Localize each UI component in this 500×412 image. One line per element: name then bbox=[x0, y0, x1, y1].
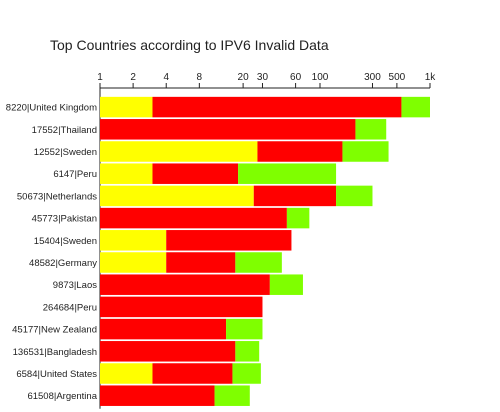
x-tick-label: 30 bbox=[257, 72, 269, 83]
bar-segment bbox=[100, 96, 153, 118]
bar-segment bbox=[166, 252, 236, 273]
bar-segment bbox=[214, 385, 250, 406]
category-labels: 8220|United Kingdom 17552|Thailand 12552|S… bbox=[6, 103, 98, 403]
bar-segment bbox=[100, 274, 270, 295]
bar-segment bbox=[100, 185, 254, 207]
bar-segment bbox=[100, 318, 227, 340]
bar-segment bbox=[152, 96, 402, 118]
category-label: 61508|Argentina bbox=[27, 391, 97, 402]
bar-segment bbox=[269, 274, 303, 295]
bar-segment bbox=[226, 318, 263, 340]
category-label: 12552|Sweden bbox=[34, 147, 97, 158]
bar-segment bbox=[100, 207, 287, 229]
bars bbox=[100, 96, 430, 406]
bar-segment bbox=[355, 119, 387, 140]
category-label: 45773|Pakistan bbox=[32, 214, 97, 225]
bar-segment bbox=[232, 363, 261, 384]
x-tick-label: 2 bbox=[130, 72, 136, 83]
category-label: 264684|Peru bbox=[43, 302, 97, 313]
x-tick-label: 1 bbox=[97, 72, 103, 83]
x-tick-label: 4 bbox=[163, 72, 169, 83]
category-label: 50673|Netherlands bbox=[17, 191, 97, 202]
bar-segment bbox=[253, 185, 337, 207]
bar-segment bbox=[100, 296, 263, 318]
bar-segment bbox=[100, 252, 167, 273]
bar-segment bbox=[342, 141, 389, 162]
bar-segment bbox=[235, 341, 260, 362]
category-label: 9873|Laos bbox=[53, 280, 97, 291]
category-label: 8220|United Kingdom bbox=[6, 103, 97, 114]
category-label: 6147|Peru bbox=[53, 169, 97, 180]
category-label: 15404|Sweden bbox=[34, 236, 97, 247]
x-tick-label: 1k bbox=[425, 72, 437, 83]
bar-segment bbox=[257, 141, 343, 162]
bar-segment bbox=[336, 185, 373, 207]
x-tick-label: 20 bbox=[238, 72, 250, 83]
x-tick-label: 500 bbox=[389, 72, 406, 83]
bar-segment bbox=[401, 96, 430, 118]
bar-segment bbox=[100, 230, 167, 251]
category-label: 45177|New Zealand bbox=[12, 325, 97, 336]
category-label: 136531|Bangladesh bbox=[13, 347, 97, 358]
bar-segment bbox=[166, 230, 292, 251]
x-tick-label: 8 bbox=[197, 72, 203, 83]
bar-segment bbox=[100, 141, 258, 162]
x-tick-label: 300 bbox=[364, 72, 381, 83]
chart-title: Top Countries according to IPV6 Invalid … bbox=[50, 37, 329, 53]
category-label: 17552|Thailand bbox=[32, 125, 97, 136]
x-tick-label: 60 bbox=[290, 72, 302, 83]
bar-segment bbox=[286, 207, 310, 229]
bar-segment bbox=[238, 163, 337, 184]
category-label: 48582|Germany bbox=[29, 258, 97, 269]
bar-segment bbox=[100, 385, 215, 406]
category-label: 6584|United States bbox=[16, 369, 97, 380]
bar-segment bbox=[100, 341, 236, 362]
bar-segment bbox=[152, 363, 233, 384]
bar-segment bbox=[100, 119, 356, 140]
x-tick-label: 100 bbox=[312, 72, 329, 83]
bar-segment bbox=[235, 252, 282, 273]
bar-segment bbox=[152, 163, 239, 184]
bar-segment bbox=[100, 163, 153, 184]
bar-segment bbox=[100, 363, 153, 384]
